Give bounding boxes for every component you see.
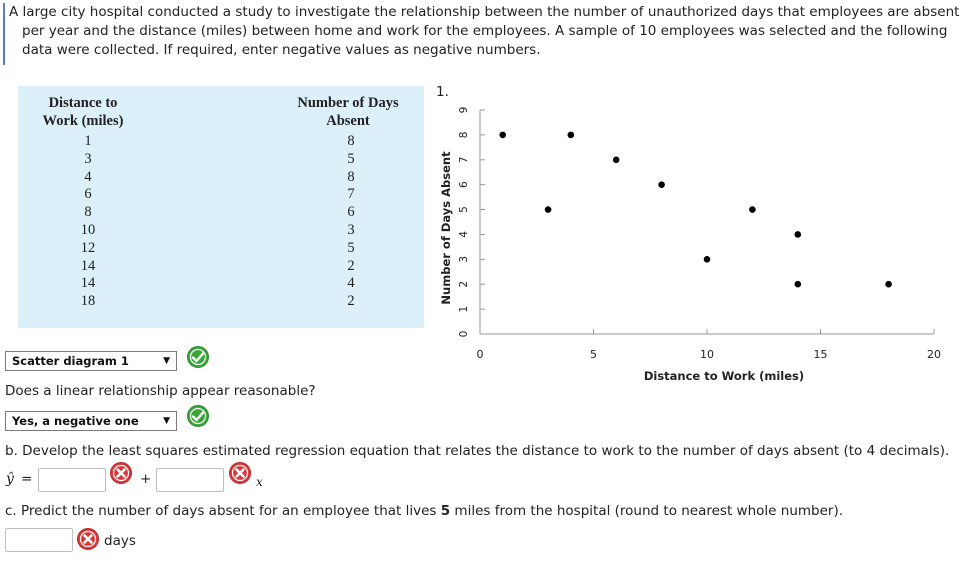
distance-cell: 1 <box>84 133 92 149</box>
data-point <box>749 206 756 213</box>
x-variable: x <box>256 475 263 489</box>
intro-line-2: per year and the distance (miles) betwee… <box>22 23 948 39</box>
days-absent-header: Number of Days Absent <box>283 94 413 130</box>
distance-cell: 12 <box>80 239 96 256</box>
data-point <box>794 231 802 238</box>
data-point <box>703 256 711 263</box>
distance-column: 1 3 4 6 8 10 12 14 14 18 <box>20 133 156 311</box>
data-point <box>544 206 552 213</box>
problem-intro: A large city hospital conducted a study … <box>3 3 970 65</box>
dropdown-arrow-icon: ▼ <box>163 356 170 366</box>
y-tick-label: 2 <box>458 281 470 288</box>
x-tick-label: 20 <box>927 348 941 361</box>
equals-sign: = <box>21 471 33 487</box>
x-tick-label: 0 <box>477 348 484 361</box>
data-point <box>658 181 665 188</box>
scatter-diagram-select-value: Scatter diagram 1 <box>12 354 129 368</box>
prediction-input[interactable] <box>5 528 73 552</box>
y-tick-label: 8 <box>458 132 470 139</box>
days-absent-cell: 2 <box>347 257 355 274</box>
incorrect-x-icon <box>77 528 99 550</box>
part-c-text-before: c. Predict the number of days absent for… <box>5 503 441 519</box>
y-tick-label: 7 <box>458 156 470 163</box>
days-header-line-1: Number of Days <box>297 95 399 111</box>
y-axis-label: Number of Days Absent <box>439 151 453 305</box>
intro-line-1: A large city hospital conducted a study … <box>9 4 960 20</box>
scatter-chart: 0 1 2 3 4 5 6 7 8 9 0 5 10 15 20 Distance to Work (mile… <box>439 107 941 383</box>
x-tick-label: 15 <box>814 348 828 361</box>
days-absent-cell: 5 <box>347 150 355 167</box>
days-absent-cell: 2 <box>347 293 355 310</box>
data-table: Distance to Work (miles) Number of Days … <box>18 86 424 328</box>
yhat-symbol: ŷ <box>6 471 14 487</box>
data-point <box>612 156 620 164</box>
part-b-prompt: b. Develop the least squares estimated r… <box>5 443 950 459</box>
part-c-distance-value: 5 <box>440 503 451 519</box>
slope-input[interactable] <box>156 468 224 492</box>
data-point <box>499 131 506 139</box>
linear-question: Does a linear relationship appear reason… <box>5 383 316 399</box>
x-tick-label: 10 <box>700 348 714 361</box>
days-absent-cell: 7 <box>347 186 355 203</box>
data-point <box>885 280 892 288</box>
distance-cell: 3 <box>84 150 92 167</box>
figure-number: 1. <box>436 84 449 100</box>
days-absent-cell: 8 <box>347 133 355 149</box>
distance-cell: 8 <box>84 204 92 221</box>
y-tick-label: 1 <box>458 306 470 313</box>
plus-sign: + <box>140 471 152 487</box>
distance-cell: 4 <box>84 168 92 185</box>
distance-header-line-2: Work (miles) <box>42 113 124 129</box>
distance-cell: 6 <box>84 186 92 203</box>
correct-check-icon <box>187 346 209 368</box>
days-header-line-2: Absent <box>326 113 370 129</box>
distance-header: Distance to Work (miles) <box>20 94 146 130</box>
x-axis-label: Distance to Work (miles) <box>644 369 804 383</box>
linear-relationship-select-value: Yes, a negative one <box>12 414 139 428</box>
part-c-text-after: miles from the hospital (round to neares… <box>450 503 844 519</box>
part-c-prompt: c. Predict the number of days absent for… <box>5 503 843 519</box>
y-tick-label: 5 <box>458 206 470 213</box>
intercept-input[interactable] <box>38 468 106 492</box>
distance-cell: 14 <box>80 257 96 274</box>
days-absent-cell: 5 <box>347 239 355 256</box>
intro-line-3: data were collected. If required, enter … <box>22 42 541 58</box>
y-tick-label: 3 <box>458 256 470 263</box>
linear-relationship-select[interactable]: Yes, a negative one ▼ <box>5 411 177 431</box>
days-absent-cell: 6 <box>347 204 355 221</box>
incorrect-x-icon <box>110 462 132 484</box>
correct-check-icon <box>187 405 209 427</box>
x-tick-label: 5 <box>590 348 597 361</box>
days-absent-cell: 8 <box>347 168 355 185</box>
incorrect-x-icon <box>229 462 251 484</box>
data-point <box>794 280 802 288</box>
y-tick-label: 6 <box>458 181 470 188</box>
data-point <box>567 131 575 139</box>
distance-cell: 14 <box>80 275 96 292</box>
days-unit-label: days <box>104 533 136 549</box>
y-tick-label: 0 <box>458 331 470 338</box>
distance-cell: 10 <box>80 221 96 238</box>
y-tick-label: 9 <box>458 107 470 114</box>
distance-cell: 18 <box>80 293 96 310</box>
dropdown-arrow-icon: ▼ <box>163 416 170 426</box>
distance-header-line-1: Distance to <box>48 95 118 111</box>
y-tick-label: 4 <box>458 231 470 238</box>
days-absent-cell: 4 <box>347 275 355 292</box>
scatter-diagram-select[interactable]: Scatter diagram 1 ▼ <box>5 351 177 371</box>
days-absent-cell: 3 <box>347 221 355 238</box>
